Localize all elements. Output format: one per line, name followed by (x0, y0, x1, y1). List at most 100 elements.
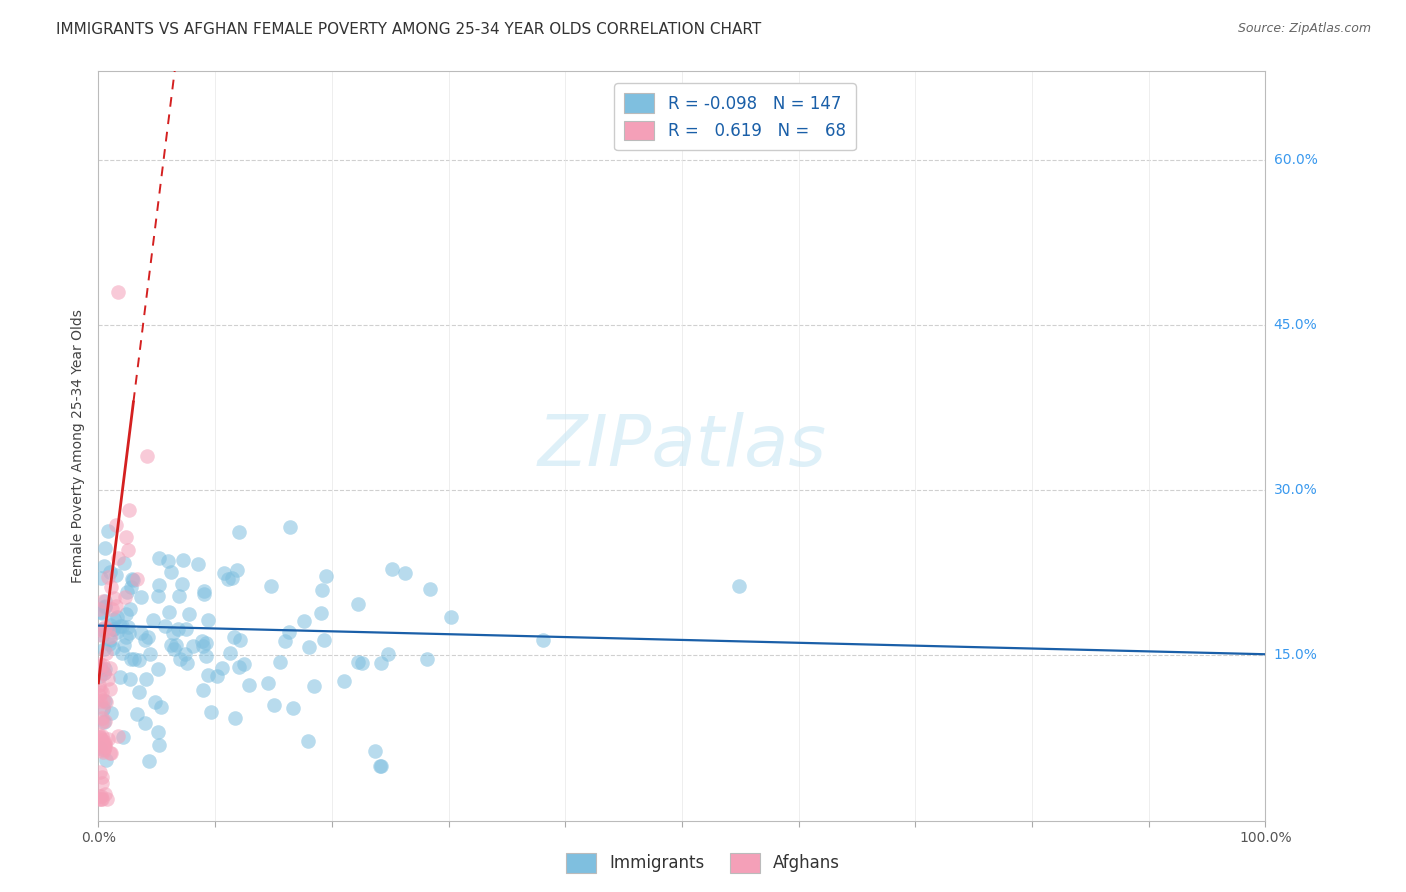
Text: 30.0%: 30.0% (1274, 483, 1317, 497)
Point (194, 649, 217, 664)
Text: Source: ZipAtlas.com: Source: ZipAtlas.com (1237, 22, 1371, 36)
Point (93, 715, 115, 730)
Point (120, 601, 142, 615)
Point (217, 572, 239, 586)
Point (112, 556, 135, 570)
Legend: Immigrants, Afghans: Immigrants, Afghans (560, 847, 846, 880)
Point (90, 684, 112, 698)
Point (93, 599, 115, 614)
Point (419, 582, 441, 596)
Point (100, 706, 122, 721)
Point (148, 738, 170, 752)
Point (93, 743, 115, 757)
Point (97, 524, 120, 538)
Point (91, 628, 114, 642)
Point (194, 635, 217, 649)
Point (94, 599, 117, 614)
Point (191, 639, 214, 653)
Point (93, 541, 115, 555)
Point (94, 646, 117, 660)
Point (263, 698, 285, 712)
Legend: R = -0.098   N = 147, R =   0.619   N =   68: R = -0.098 N = 147, R = 0.619 N = 68 (614, 84, 856, 150)
Point (197, 613, 219, 627)
Point (90, 733, 112, 747)
Point (94, 662, 117, 676)
Point (112, 638, 135, 652)
Point (98, 617, 121, 632)
Point (89, 731, 111, 745)
Point (200, 705, 222, 719)
Point (226, 563, 249, 577)
Point (121, 572, 143, 586)
Point (100, 746, 122, 760)
Point (156, 554, 179, 568)
Point (172, 553, 194, 567)
Point (90, 628, 112, 642)
Point (181, 639, 204, 653)
Point (93, 787, 115, 801)
Point (125, 706, 148, 721)
Point (169, 652, 191, 666)
Point (94, 737, 117, 751)
Point (108, 619, 131, 633)
Point (221, 571, 243, 585)
Point (314, 632, 336, 647)
Point (103, 640, 125, 655)
Point (104, 599, 127, 614)
Point (214, 566, 236, 580)
Text: 15.0%: 15.0% (1274, 648, 1317, 663)
Point (90, 662, 112, 676)
Point (148, 578, 170, 592)
Point (218, 646, 240, 660)
Point (115, 530, 138, 544)
Point (90, 605, 112, 619)
Point (160, 638, 183, 652)
Point (114, 591, 136, 605)
Point (173, 648, 195, 662)
Point (377, 647, 399, 661)
Point (98, 630, 121, 644)
Point (97, 673, 120, 687)
Point (136, 449, 159, 463)
Point (167, 623, 190, 637)
Point (94, 714, 117, 728)
Point (90, 622, 112, 636)
Point (211, 661, 233, 675)
Point (128, 685, 150, 699)
Point (91, 693, 114, 707)
Point (103, 612, 125, 626)
Point (187, 557, 209, 571)
Point (228, 660, 250, 674)
Point (118, 503, 141, 517)
Point (107, 285, 129, 299)
Point (120, 652, 142, 666)
Point (165, 639, 187, 653)
Point (302, 680, 325, 694)
Point (115, 607, 138, 622)
Point (117, 620, 139, 634)
Point (193, 583, 215, 598)
Point (89, 789, 111, 803)
Point (90, 791, 112, 805)
Point (394, 566, 416, 581)
Point (91, 791, 114, 805)
Point (176, 622, 198, 636)
Point (97, 623, 120, 637)
Point (138, 754, 160, 768)
Point (91, 745, 114, 759)
Point (105, 568, 128, 582)
Point (416, 652, 439, 666)
Point (93, 594, 115, 608)
Point (93, 666, 115, 681)
Point (311, 607, 333, 621)
Point (120, 580, 142, 594)
Point (107, 551, 129, 566)
Point (176, 656, 198, 670)
Point (167, 590, 190, 604)
Point (531, 633, 554, 648)
Point (146, 589, 169, 603)
Point (100, 602, 122, 616)
Point (89, 789, 111, 804)
Point (89, 693, 111, 707)
Point (228, 525, 250, 540)
